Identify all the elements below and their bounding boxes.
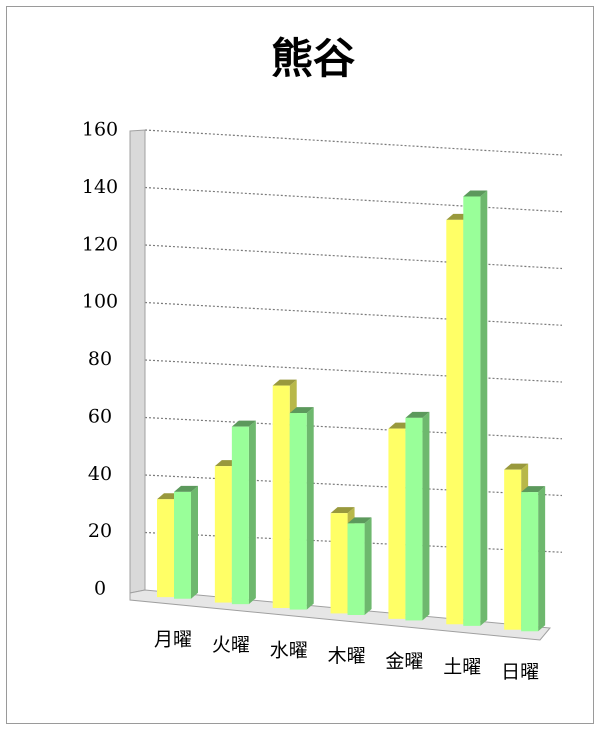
gridlines	[144, 129, 563, 553]
y-tick-label: 20	[88, 520, 112, 542]
bar-0-1	[174, 485, 198, 599]
bar-4-1	[405, 411, 430, 621]
bar-2-1	[289, 407, 314, 610]
category-label: 月曜	[154, 629, 192, 651]
gridline	[144, 129, 563, 156]
bars	[157, 190, 546, 632]
chart-title: 熊谷	[271, 34, 355, 83]
category-label: 土曜	[443, 656, 481, 678]
y-tick-label: 0	[94, 578, 106, 600]
bar-6-1	[521, 486, 546, 632]
bar-1-1	[231, 420, 256, 605]
y-tick-label: 100	[82, 291, 118, 313]
y-tick-label: 120	[82, 233, 118, 255]
gridline	[144, 301, 563, 326]
y-tick-label: 140	[82, 176, 118, 198]
category-label: 水曜	[270, 639, 308, 661]
y-tick-label: 60	[88, 405, 112, 427]
x-axis-labels: 月曜 火曜 水曜 木曜 金曜 土曜 日曜	[154, 629, 539, 684]
bar-5-1	[463, 190, 488, 626]
y-tick-label: 160	[82, 119, 118, 141]
bar-3-1	[347, 517, 372, 616]
gridline	[144, 359, 563, 383]
gridline	[144, 244, 563, 270]
gridline	[144, 186, 563, 213]
y-axis-ticks: 0 20 40 60 80 100 120 140 160	[82, 119, 118, 600]
gridline	[144, 416, 563, 440]
category-label: 火曜	[212, 634, 250, 656]
y-tick-label: 40	[88, 463, 112, 485]
gridline	[144, 474, 563, 497]
y-axis-wall	[129, 129, 146, 594]
category-label: 金曜	[385, 650, 423, 672]
y-tick-label: 80	[88, 348, 112, 370]
category-label: 木曜	[328, 645, 366, 667]
category-label: 日曜	[501, 661, 539, 683]
